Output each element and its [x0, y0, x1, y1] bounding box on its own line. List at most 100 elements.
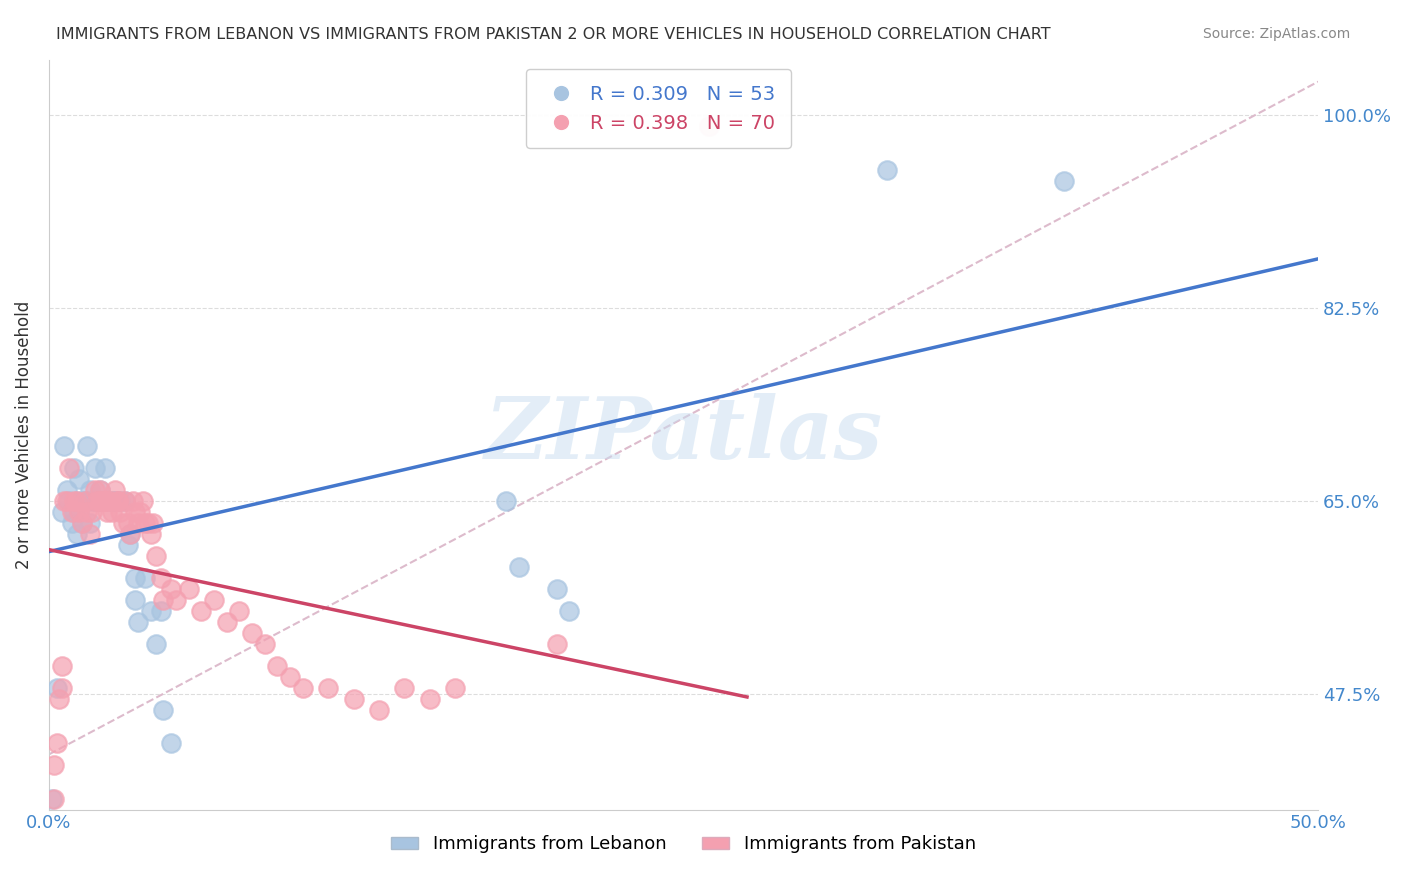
Point — [136, 516, 159, 530]
Point — [107, 493, 129, 508]
Point — [120, 526, 142, 541]
Point — [117, 516, 139, 530]
Y-axis label: 2 or more Vehicles in Household: 2 or more Vehicles in Household — [15, 301, 32, 569]
Point — [240, 626, 263, 640]
Point — [94, 493, 117, 508]
Point — [121, 493, 143, 508]
Point — [104, 483, 127, 497]
Point — [145, 637, 167, 651]
Point — [114, 493, 136, 508]
Point — [444, 681, 467, 696]
Point — [53, 439, 76, 453]
Point — [82, 493, 104, 508]
Point — [419, 692, 441, 706]
Point — [228, 604, 250, 618]
Point — [394, 681, 416, 696]
Point — [91, 493, 114, 508]
Point — [60, 516, 83, 530]
Point — [67, 505, 90, 519]
Point — [149, 604, 172, 618]
Point — [104, 493, 127, 508]
Point — [114, 493, 136, 508]
Point — [51, 659, 73, 673]
Point — [149, 571, 172, 585]
Point — [1053, 174, 1076, 188]
Point — [107, 493, 129, 508]
Point — [63, 460, 86, 475]
Point — [70, 493, 93, 508]
Point — [134, 516, 156, 530]
Point — [89, 493, 111, 508]
Point — [94, 493, 117, 508]
Text: IMMIGRANTS FROM LEBANON VS IMMIGRANTS FROM PAKISTAN 2 OR MORE VEHICLES IN HOUSEH: IMMIGRANTS FROM LEBANON VS IMMIGRANTS FR… — [56, 27, 1050, 42]
Point — [79, 516, 101, 530]
Point — [94, 460, 117, 475]
Point — [124, 593, 146, 607]
Point — [58, 460, 80, 475]
Point — [70, 516, 93, 530]
Point — [51, 505, 73, 519]
Point — [89, 483, 111, 497]
Point — [108, 493, 131, 508]
Point — [82, 505, 104, 519]
Point — [120, 526, 142, 541]
Point — [165, 593, 187, 607]
Point — [96, 505, 118, 519]
Point — [53, 493, 76, 508]
Point — [48, 692, 70, 706]
Point — [83, 493, 105, 508]
Point — [83, 460, 105, 475]
Point — [117, 538, 139, 552]
Point — [145, 549, 167, 563]
Point — [104, 493, 127, 508]
Point — [42, 758, 65, 772]
Point — [45, 681, 67, 696]
Point — [139, 526, 162, 541]
Point — [67, 505, 90, 519]
Point — [107, 493, 129, 508]
Point — [124, 571, 146, 585]
Point — [558, 604, 581, 618]
Point — [76, 505, 98, 519]
Point — [152, 703, 174, 717]
Point — [67, 472, 90, 486]
Point — [76, 439, 98, 453]
Point — [291, 681, 314, 696]
Point — [132, 493, 155, 508]
Point — [342, 692, 364, 706]
Point — [42, 791, 65, 805]
Text: ZIPatlas: ZIPatlas — [485, 392, 883, 476]
Point — [76, 493, 98, 508]
Point — [278, 670, 301, 684]
Legend: R = 0.309   N = 53, R = 0.398   N = 70: R = 0.309 N = 53, R = 0.398 N = 70 — [526, 70, 790, 148]
Point — [127, 615, 149, 629]
Point — [66, 493, 89, 508]
Point — [142, 516, 165, 530]
Point — [546, 582, 568, 596]
Point — [697, 119, 720, 133]
Point — [60, 505, 83, 519]
Point — [546, 637, 568, 651]
Point — [495, 493, 517, 508]
Point — [94, 493, 117, 508]
Point — [86, 493, 108, 508]
Text: Source: ZipAtlas.com: Source: ZipAtlas.com — [1202, 27, 1350, 41]
Point — [111, 516, 134, 530]
Point — [55, 493, 77, 508]
Point — [89, 493, 111, 508]
Point — [41, 814, 63, 828]
Point — [124, 505, 146, 519]
Point — [101, 505, 124, 519]
Point — [89, 483, 111, 497]
Point — [73, 493, 96, 508]
Point — [101, 493, 124, 508]
Point — [41, 791, 63, 805]
Point — [79, 483, 101, 497]
Point — [177, 582, 200, 596]
Point — [508, 560, 530, 574]
Point — [98, 493, 121, 508]
Point — [83, 483, 105, 497]
Point — [159, 736, 181, 750]
Point — [66, 493, 89, 508]
Point — [98, 493, 121, 508]
